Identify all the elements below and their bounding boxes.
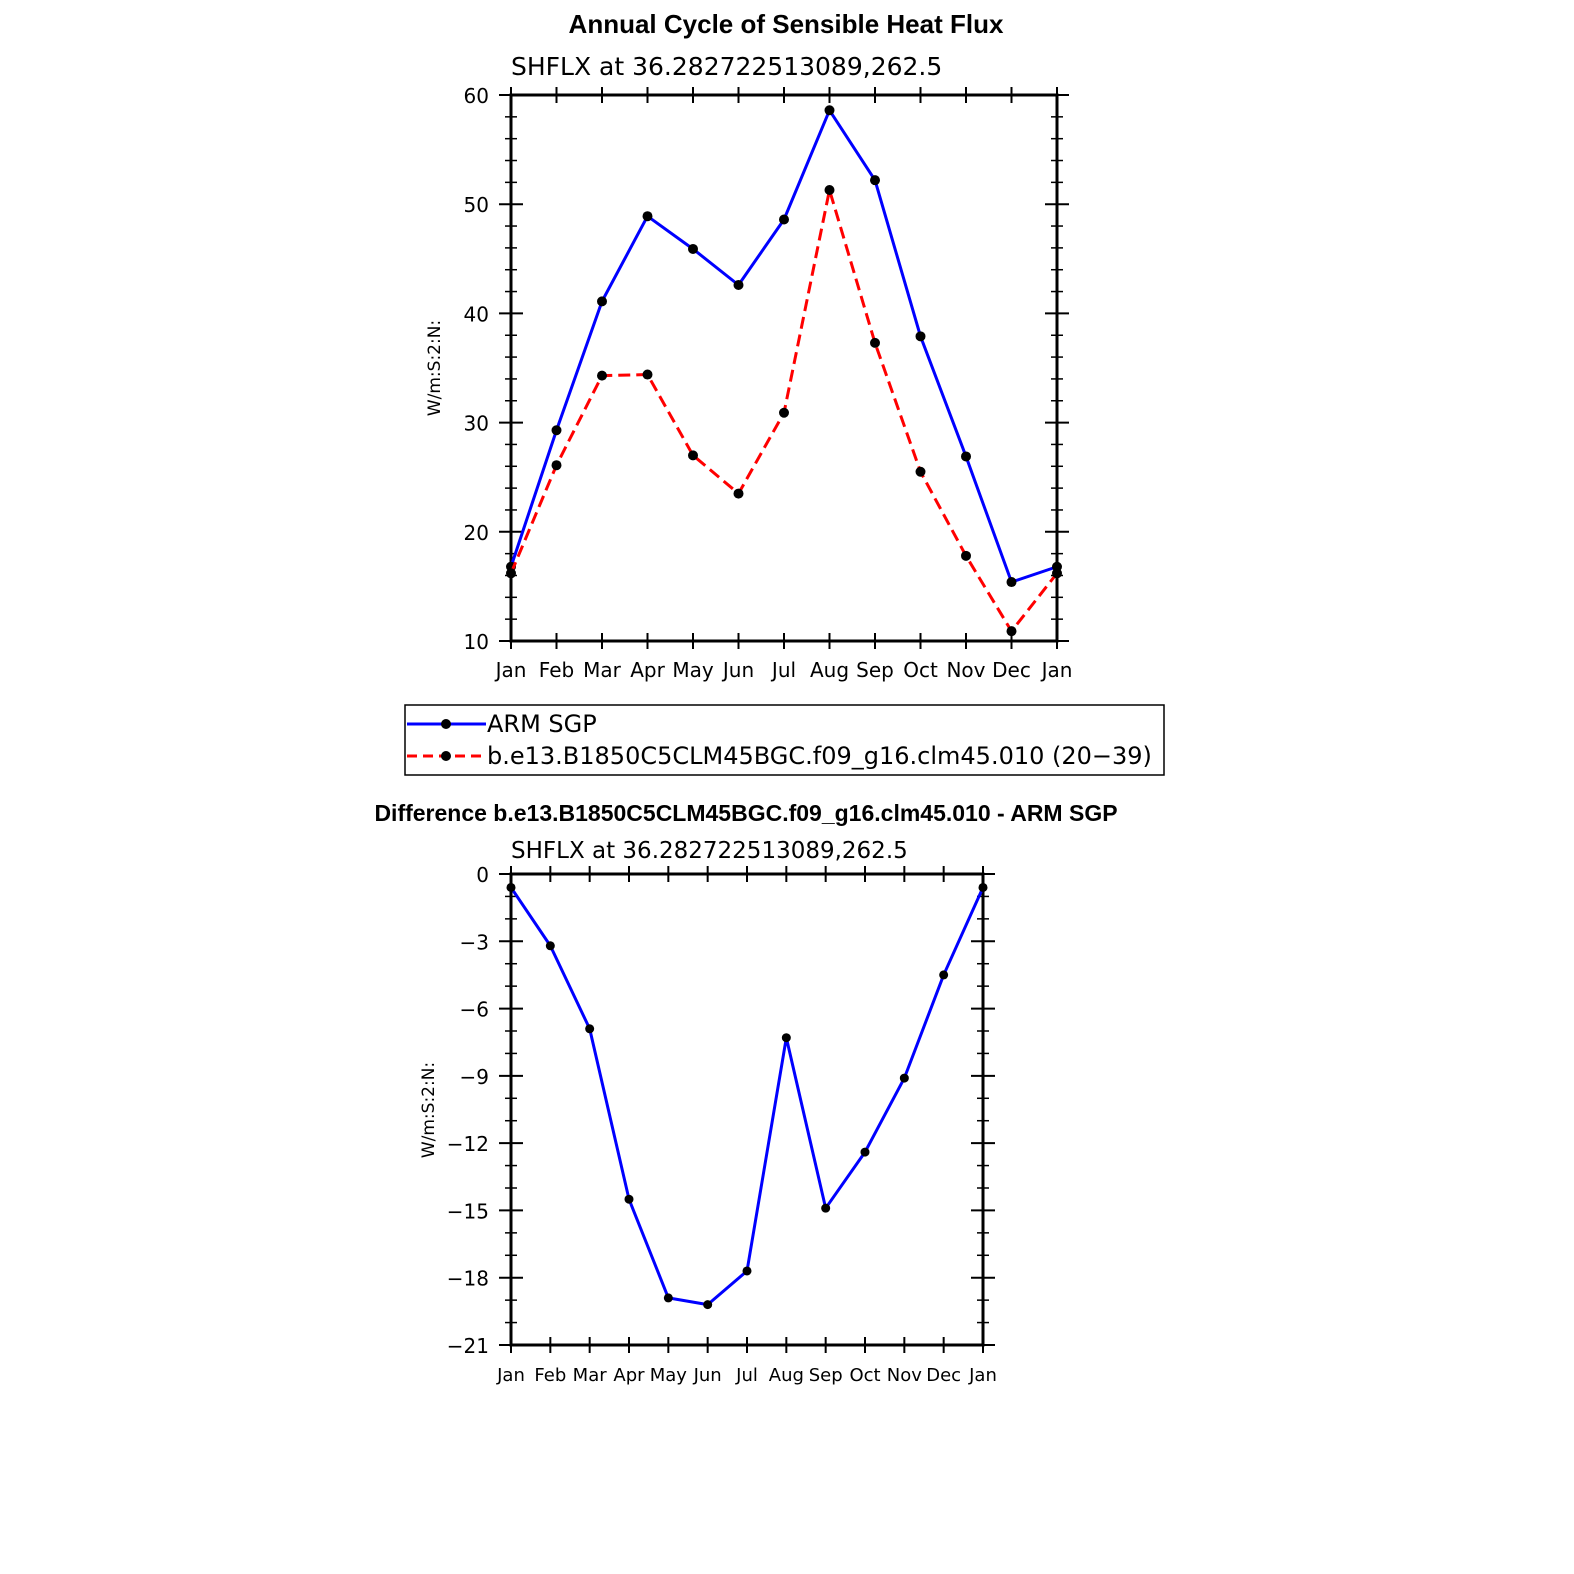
- x-tick-label: Dec: [992, 658, 1031, 682]
- data-point: [688, 450, 698, 461]
- data-point: [688, 243, 698, 254]
- y-axis-label: W/m:S:2:N:: [425, 320, 445, 416]
- data-point: [733, 280, 744, 291]
- y-tick-label: 30: [464, 412, 489, 436]
- data-point: [663, 1293, 673, 1303]
- data-point: [915, 331, 926, 342]
- x-tick-label: Sep: [856, 658, 894, 682]
- data-point: [642, 369, 653, 380]
- data-point: [642, 211, 653, 222]
- difference-chart: Difference b.e13.B1850C5CLM45BGC.f09_g16…: [374, 800, 1117, 1386]
- data-point: [551, 425, 562, 436]
- data-point: [733, 488, 744, 499]
- y-tick-label: 40: [464, 302, 489, 326]
- series-line-0: [509, 108, 1058, 584]
- data-point: [779, 214, 789, 225]
- y-tick-label: 0: [476, 863, 489, 887]
- data-point: [506, 882, 516, 892]
- data-point: [597, 296, 607, 307]
- data-point: [551, 460, 562, 471]
- x-tick-label: Nov: [946, 658, 985, 682]
- y-tick-label: −18: [447, 1267, 489, 1291]
- legend-marker-model: [441, 751, 451, 761]
- x-tick-label: Feb: [534, 1365, 566, 1386]
- data-point: [585, 1024, 595, 1034]
- data-point: [781, 1033, 791, 1043]
- series-line-0: [509, 886, 985, 1307]
- legend-label-arm: ARM SGP: [487, 710, 597, 738]
- data-point: [1052, 568, 1062, 579]
- x-tick-label: Nov: [887, 1365, 922, 1386]
- data-point: [1006, 626, 1017, 637]
- data-point: [939, 970, 949, 980]
- x-tick-label: Jan: [1040, 658, 1073, 682]
- data-point: [742, 1266, 752, 1276]
- plot-area: Jan Feb Mar Apr May Jun Jul Aug Sep Oct Nov Dec Jan1…: [464, 84, 1073, 682]
- legend: ARM SGP b.e13.B1850C5CLM45BGC.f09_g16.cl…: [404, 704, 1165, 776]
- y-tick-label: −12: [447, 1132, 489, 1156]
- y-tick-label: −6: [460, 998, 489, 1022]
- x-tick-label: Aug: [769, 1365, 804, 1386]
- y-tick-label: −21: [447, 1334, 489, 1358]
- x-tick-label: Jun: [693, 1365, 722, 1386]
- data-point: [821, 1203, 831, 1213]
- x-tick-label: Jun: [721, 658, 754, 682]
- data-point: [824, 185, 835, 196]
- y-tick-label: 60: [464, 84, 489, 108]
- data-point: [506, 568, 516, 579]
- x-tick-label: Oct: [849, 1365, 880, 1386]
- x-tick-label: Aug: [810, 658, 849, 682]
- chart-title: Difference b.e13.B1850C5CLM45BGC.f09_g16…: [374, 800, 1117, 826]
- x-tick-label: Feb: [539, 658, 574, 682]
- legend-marker-arm: [441, 719, 451, 729]
- y-tick-label: −9: [460, 1065, 489, 1089]
- plot-frame: [509, 93, 1059, 643]
- data-point: [824, 105, 835, 116]
- data-point: [915, 466, 926, 477]
- x-tick-label: Sep: [809, 1365, 843, 1386]
- plot-area: Jan Feb Mar Apr May Jun Jul Aug Sep Oct Nov Dec Jan−…: [447, 863, 997, 1386]
- x-tick-label: Jan: [496, 1365, 525, 1386]
- data-point: [779, 407, 789, 418]
- y-tick-label: 20: [464, 521, 489, 545]
- y-tick-label: 50: [464, 193, 489, 217]
- x-tick-label: Apr: [630, 658, 665, 682]
- x-tick-label: Oct: [903, 658, 938, 682]
- data-point: [978, 882, 988, 892]
- data-point: [1006, 577, 1017, 588]
- data-point: [703, 1300, 713, 1310]
- legend-label-model: b.e13.B1850C5CLM45BGC.f09_g16.clm45.010 …: [487, 742, 1152, 770]
- data-point: [860, 1147, 870, 1157]
- data-point: [961, 550, 971, 561]
- data-point: [597, 370, 607, 381]
- y-tick-label: −3: [460, 930, 489, 954]
- x-tick-label: Jan: [494, 658, 527, 682]
- data-point: [961, 451, 971, 462]
- data-point: [870, 337, 880, 348]
- x-tick-label: Jul: [735, 1365, 758, 1386]
- x-tick-label: May: [672, 658, 714, 682]
- x-tick-label: May: [650, 1365, 688, 1386]
- y-tick-label: −15: [447, 1199, 489, 1223]
- x-tick-label: Jan: [968, 1365, 997, 1386]
- x-tick-label: Mar: [573, 1365, 608, 1386]
- x-tick-label: Mar: [583, 658, 622, 682]
- y-tick-label: 10: [464, 630, 489, 654]
- x-tick-label: Jul: [770, 658, 796, 682]
- data-point: [870, 175, 880, 186]
- legend-box: [404, 704, 1165, 776]
- x-tick-label: Apr: [613, 1365, 645, 1386]
- chart-subtitle: SHFLX at 36.282722513089,262.5: [511, 838, 908, 864]
- data-point: [899, 1073, 909, 1083]
- data-point: [624, 1194, 634, 1204]
- chart-title: Annual Cycle of Sensible Heat Flux: [569, 9, 1004, 39]
- chart-subtitle: SHFLX at 36.282722513089,262.5: [511, 52, 942, 81]
- y-axis-label: W/m:S:2:N:: [419, 1062, 439, 1158]
- annual-cycle-chart: Annual Cycle of Sensible Heat Flux SHFLX…: [404, 9, 1165, 776]
- data-point: [545, 941, 555, 951]
- x-tick-label: Dec: [926, 1365, 961, 1386]
